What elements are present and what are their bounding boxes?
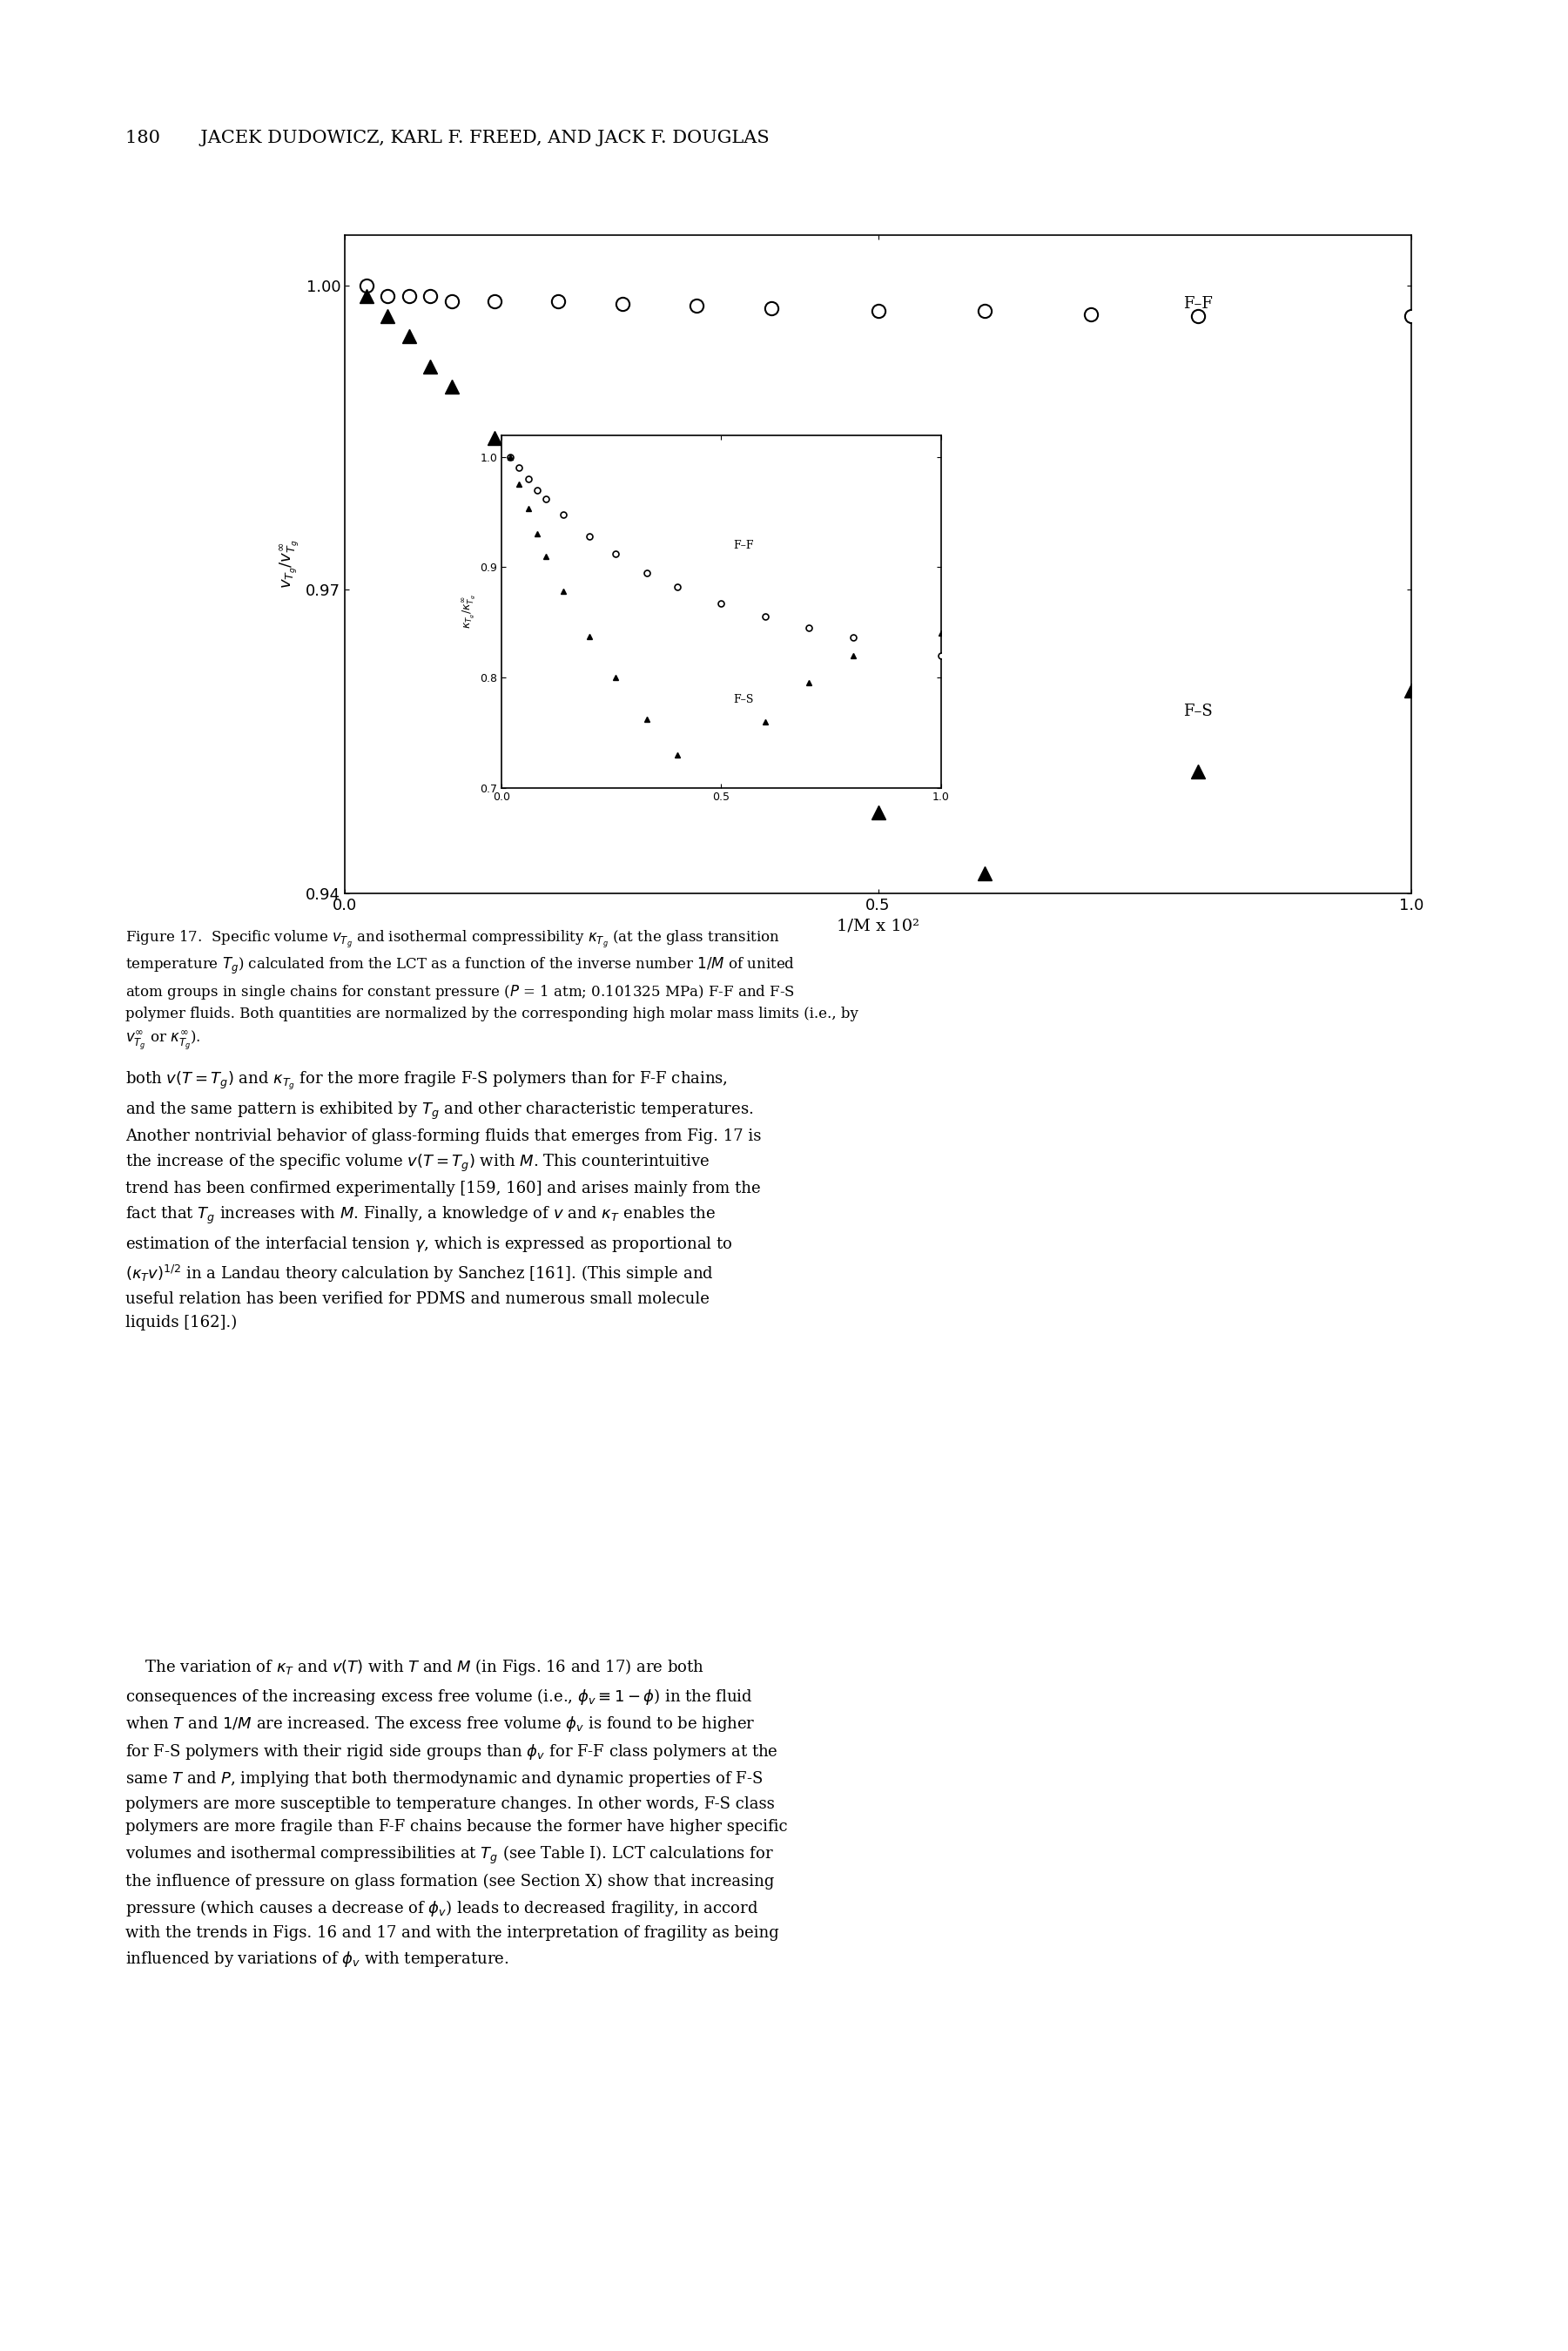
Text: The variation of $\kappa_T$ and $v(T)$ with $T$ and $M$ (in Figs. 16 and 17) are: The variation of $\kappa_T$ and $v(T)$ w…: [125, 1657, 787, 1968]
Text: F–F: F–F: [1184, 296, 1212, 313]
Text: F–S: F–S: [734, 694, 753, 705]
Text: F–F: F–F: [732, 538, 754, 550]
Text: F–S: F–S: [1184, 703, 1212, 719]
Text: 180       JACEK DUDOWICZ, KARL F. FREED, AND JACK F. DOUGLAS: 180 JACEK DUDOWICZ, KARL F. FREED, AND J…: [125, 129, 770, 146]
X-axis label: 1/M x 10²: 1/M x 10²: [837, 919, 919, 933]
Text: Figure 17.  Specific volume $v_{T_g}$ and isothermal compressibility $\kappa_{T_: Figure 17. Specific volume $v_{T_g}$ and…: [125, 929, 858, 1051]
Y-axis label: $v_{T_g} / v_{T_g}^\infty$: $v_{T_g} / v_{T_g}^\infty$: [278, 541, 301, 588]
Y-axis label: $\kappa_{T_g} / \kappa_{T_g}^\infty$: $\kappa_{T_g} / \kappa_{T_g}^\infty$: [461, 595, 478, 628]
Text: both $v(T = T_g)$ and $\kappa_{T_g}$ for the more fragile F-S polymers than for : both $v(T = T_g)$ and $\kappa_{T_g}$ for…: [125, 1070, 762, 1331]
